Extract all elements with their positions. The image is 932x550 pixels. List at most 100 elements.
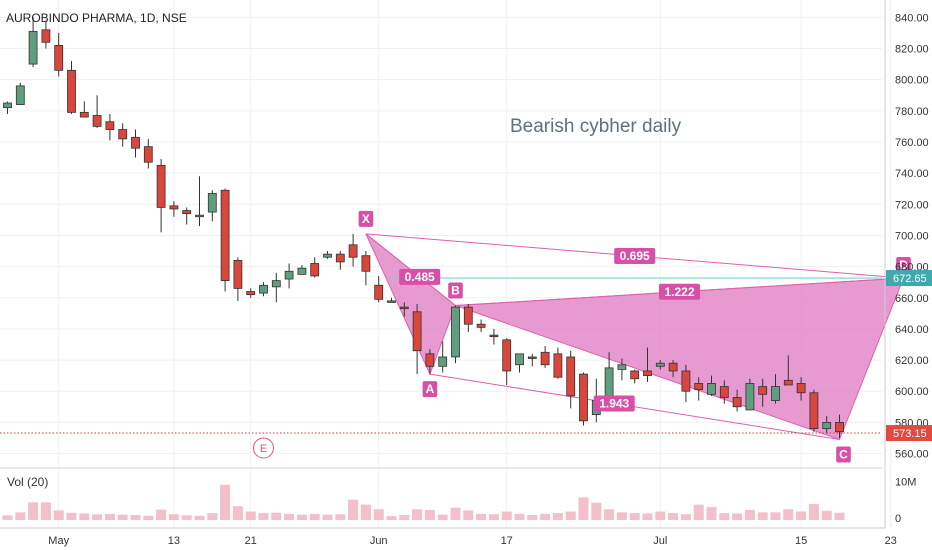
volume-bar	[156, 509, 167, 520]
point-label-b-bg	[448, 282, 463, 299]
volume-bar	[143, 515, 154, 520]
last-price-tag-bg	[886, 425, 932, 442]
candle-body	[195, 214, 204, 218]
candle-body	[67, 69, 76, 113]
candle-body	[758, 386, 768, 395]
candle-body	[719, 386, 729, 398]
candle-body	[79, 111, 89, 118]
volume-bar	[808, 503, 819, 520]
last-price-tag: 573.15	[893, 428, 927, 440]
candle-body	[207, 192, 217, 213]
candle-body	[233, 259, 243, 289]
volume-bar	[732, 513, 743, 520]
volume-bar	[130, 515, 141, 520]
volume-bar	[232, 506, 243, 520]
volume-bar	[245, 511, 256, 520]
volume-bar	[578, 497, 589, 520]
volume-bar	[527, 515, 538, 520]
candle-body	[771, 386, 780, 401]
volume-bar	[834, 512, 845, 520]
y-tick-label: 620.00	[895, 355, 929, 367]
point-label-a: A	[426, 382, 435, 396]
candle-body	[412, 311, 422, 352]
volume-bar	[15, 512, 26, 520]
volume-bar	[399, 515, 410, 520]
volume-bar	[540, 513, 551, 520]
volume-axis-zero: 0	[895, 513, 901, 525]
candle-body	[399, 306, 409, 310]
volume-bar	[757, 512, 768, 520]
volume-bar	[476, 513, 487, 520]
point-label-d-bg	[896, 257, 911, 274]
volume-bar	[309, 513, 320, 520]
y-tick-label: 760.00	[895, 137, 929, 149]
candle-body	[284, 270, 294, 280]
volume-bar	[437, 514, 448, 520]
volume-pane	[2, 484, 845, 520]
candle-body	[553, 353, 563, 378]
volume-bar	[706, 506, 717, 520]
volume-bar	[40, 502, 51, 520]
candle-body	[92, 115, 102, 127]
candle-body	[668, 362, 678, 372]
volume-bar	[271, 512, 282, 520]
candle-body	[156, 164, 166, 208]
volume-bar	[360, 504, 371, 520]
candle-body	[707, 383, 716, 395]
volume-bar	[335, 514, 346, 520]
x-tick-label: Jun	[370, 535, 388, 547]
volume-bar	[2, 515, 13, 520]
candle-body	[566, 356, 576, 397]
candle-body	[681, 370, 691, 392]
volume-bar	[258, 513, 269, 520]
point-label-x: X	[362, 212, 370, 226]
candle-body	[809, 392, 819, 430]
volume-bar	[450, 507, 461, 520]
candle-body	[783, 379, 793, 386]
volume-bar	[680, 514, 691, 520]
candle-body	[463, 306, 473, 325]
volume-bar	[770, 512, 781, 520]
y-tick-label: 700.00	[895, 230, 929, 242]
ratio-label-bd: 1.222	[664, 285, 694, 299]
candle-body	[131, 136, 140, 149]
marker-label: E	[260, 443, 267, 455]
candle-body	[271, 280, 281, 288]
y-tick-label: 800.00	[895, 75, 929, 87]
y-tick-label: 640.00	[895, 324, 929, 336]
candle-body	[745, 383, 755, 411]
candle-body	[246, 291, 256, 296]
candle-body	[348, 244, 358, 258]
volume-bar	[322, 514, 333, 520]
candle-body	[579, 373, 588, 422]
point-label-b: B	[451, 284, 460, 298]
ratio-label-ac: 1.943	[599, 397, 629, 411]
ratio-label-xb-bg	[399, 268, 441, 285]
volume-bar	[642, 513, 653, 520]
pattern-labels: X A B C D 0.485 1.222 0.695 1.943 E	[253, 210, 911, 463]
volume-bar	[284, 513, 295, 520]
d-level-tag: 672.65	[893, 273, 927, 285]
volume-bar	[194, 515, 205, 520]
point-label-c: C	[839, 448, 848, 462]
candle-body	[118, 129, 128, 140]
chart-title: AUROBINDO PHARMA, 1D, NSE	[6, 11, 187, 25]
candle-body	[451, 306, 460, 358]
volume-bar	[207, 513, 218, 520]
grid-lines	[0, 0, 892, 528]
volume-bar	[501, 511, 512, 520]
candle-body	[387, 300, 396, 303]
annotation-text: Bearish cybher daily	[510, 116, 682, 137]
y-tick-label: 820.00	[895, 44, 929, 56]
candle-body	[41, 29, 51, 43]
volume-bar	[79, 513, 90, 520]
volume-bar	[463, 510, 474, 520]
candle-body	[527, 356, 537, 359]
volume-bar	[552, 513, 563, 520]
ratio-label-xd: 0.695	[620, 249, 650, 263]
candle-body	[643, 370, 652, 377]
volume-axis-top: 10M	[895, 477, 916, 489]
volume-bar	[424, 510, 435, 520]
candle-body	[540, 351, 550, 366]
